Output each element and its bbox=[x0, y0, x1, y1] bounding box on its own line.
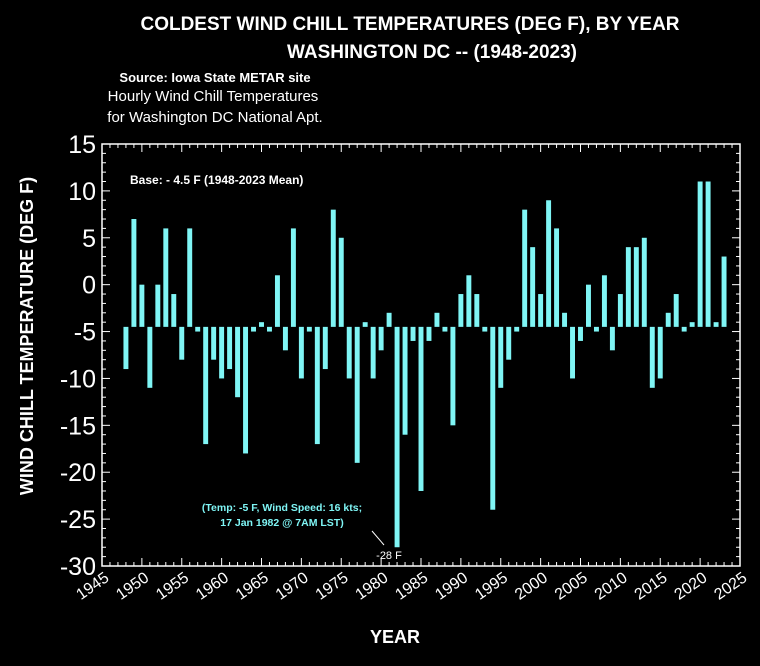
bar bbox=[713, 322, 719, 327]
bar bbox=[673, 294, 679, 327]
bar bbox=[282, 326, 288, 351]
bar bbox=[418, 326, 424, 491]
bar bbox=[314, 326, 320, 445]
base-label: Base: - 4.5 F (1948-2023 Mean) bbox=[130, 173, 303, 187]
annotation-value: -28 F bbox=[376, 550, 402, 562]
bar bbox=[306, 326, 312, 332]
bar bbox=[609, 326, 615, 351]
y-tick-label: 10 bbox=[68, 178, 96, 206]
bar bbox=[219, 326, 225, 379]
bar bbox=[187, 228, 193, 327]
bar bbox=[649, 326, 655, 388]
y-tick-label: -30 bbox=[60, 553, 96, 581]
bar bbox=[259, 322, 264, 327]
bar bbox=[474, 294, 480, 327]
bar bbox=[578, 326, 583, 341]
annotation-line2: 17 Jan 1982 @ 7AM LST) bbox=[220, 517, 343, 529]
bar bbox=[386, 312, 392, 327]
bar bbox=[705, 181, 711, 327]
bar bbox=[330, 209, 336, 327]
y-axis-label: WIND CHILL TEMPERATURE (DEG F) bbox=[17, 177, 37, 495]
bar bbox=[155, 284, 161, 327]
bar bbox=[274, 275, 280, 327]
bar bbox=[402, 326, 408, 435]
y-tick-label: -25 bbox=[60, 506, 96, 534]
y-tick-label: 5 bbox=[82, 225, 96, 253]
bar bbox=[490, 326, 496, 510]
bar bbox=[593, 326, 599, 332]
bar bbox=[657, 326, 663, 379]
bar bbox=[617, 294, 623, 327]
bar bbox=[586, 284, 591, 327]
bar bbox=[290, 228, 296, 327]
bar bbox=[354, 326, 360, 463]
bar bbox=[458, 294, 464, 327]
y-tick-label: -5 bbox=[74, 319, 96, 347]
bar bbox=[482, 326, 488, 332]
bar bbox=[522, 209, 528, 327]
bar bbox=[251, 326, 256, 332]
bar bbox=[546, 200, 552, 327]
x-axis-label: YEAR bbox=[370, 627, 420, 647]
bar bbox=[450, 326, 456, 426]
chart-title-line2: WASHINGTON DC -- (1948-2023) bbox=[287, 42, 577, 63]
bar bbox=[131, 219, 137, 327]
bar bbox=[227, 326, 233, 370]
chart-title-line1: COLDEST WIND CHILL TEMPERATURES (DEG F),… bbox=[140, 14, 679, 35]
bar bbox=[498, 326, 504, 388]
bar bbox=[514, 326, 520, 332]
bar bbox=[378, 326, 384, 351]
bar bbox=[721, 256, 727, 327]
bar bbox=[147, 326, 153, 388]
bar bbox=[554, 228, 560, 327]
bar bbox=[434, 312, 440, 327]
bar bbox=[243, 326, 249, 454]
y-tick-label: -15 bbox=[60, 412, 96, 440]
bar bbox=[267, 326, 272, 332]
y-tick-label: -20 bbox=[60, 459, 96, 487]
bar bbox=[633, 247, 639, 327]
bar bbox=[410, 326, 416, 341]
annotation-arrow bbox=[371, 530, 385, 546]
bar bbox=[123, 326, 129, 370]
bar bbox=[570, 326, 575, 379]
bar bbox=[426, 326, 432, 341]
bar bbox=[689, 322, 695, 327]
y-tick-label: 0 bbox=[82, 272, 96, 300]
bar bbox=[163, 228, 169, 327]
subtitle-line1: Hourly Wind Chill Temperatures bbox=[108, 88, 319, 105]
bar bbox=[370, 326, 376, 379]
bar bbox=[601, 275, 607, 327]
y-tick-label: 15 bbox=[68, 131, 96, 159]
source-label: Source: Iowa State METAR site bbox=[119, 70, 310, 85]
bar bbox=[681, 326, 687, 332]
bar bbox=[171, 294, 177, 327]
bar bbox=[195, 326, 201, 332]
bar bbox=[322, 326, 328, 370]
bar bbox=[338, 237, 344, 327]
bar bbox=[466, 275, 472, 327]
subtitle-line2: for Washington DC National Apt. bbox=[107, 109, 322, 126]
bar bbox=[641, 237, 647, 327]
bar bbox=[346, 326, 352, 379]
annotation-line1: (Temp: -5 F, Wind Speed: 16 kts; bbox=[202, 502, 362, 514]
bar bbox=[394, 326, 400, 548]
bar bbox=[697, 181, 703, 327]
bar bbox=[625, 247, 631, 327]
bar bbox=[235, 326, 241, 398]
bar bbox=[530, 247, 536, 327]
bar bbox=[442, 326, 448, 332]
bar bbox=[362, 322, 368, 327]
bar bbox=[538, 294, 544, 327]
bar bbox=[562, 312, 568, 327]
bar bbox=[203, 326, 209, 445]
y-tick-label: -10 bbox=[60, 365, 96, 393]
bar bbox=[298, 326, 304, 379]
bar bbox=[139, 284, 145, 327]
bar bbox=[665, 312, 671, 327]
bar bbox=[211, 326, 217, 360]
bar bbox=[179, 326, 185, 360]
bar bbox=[506, 326, 512, 360]
